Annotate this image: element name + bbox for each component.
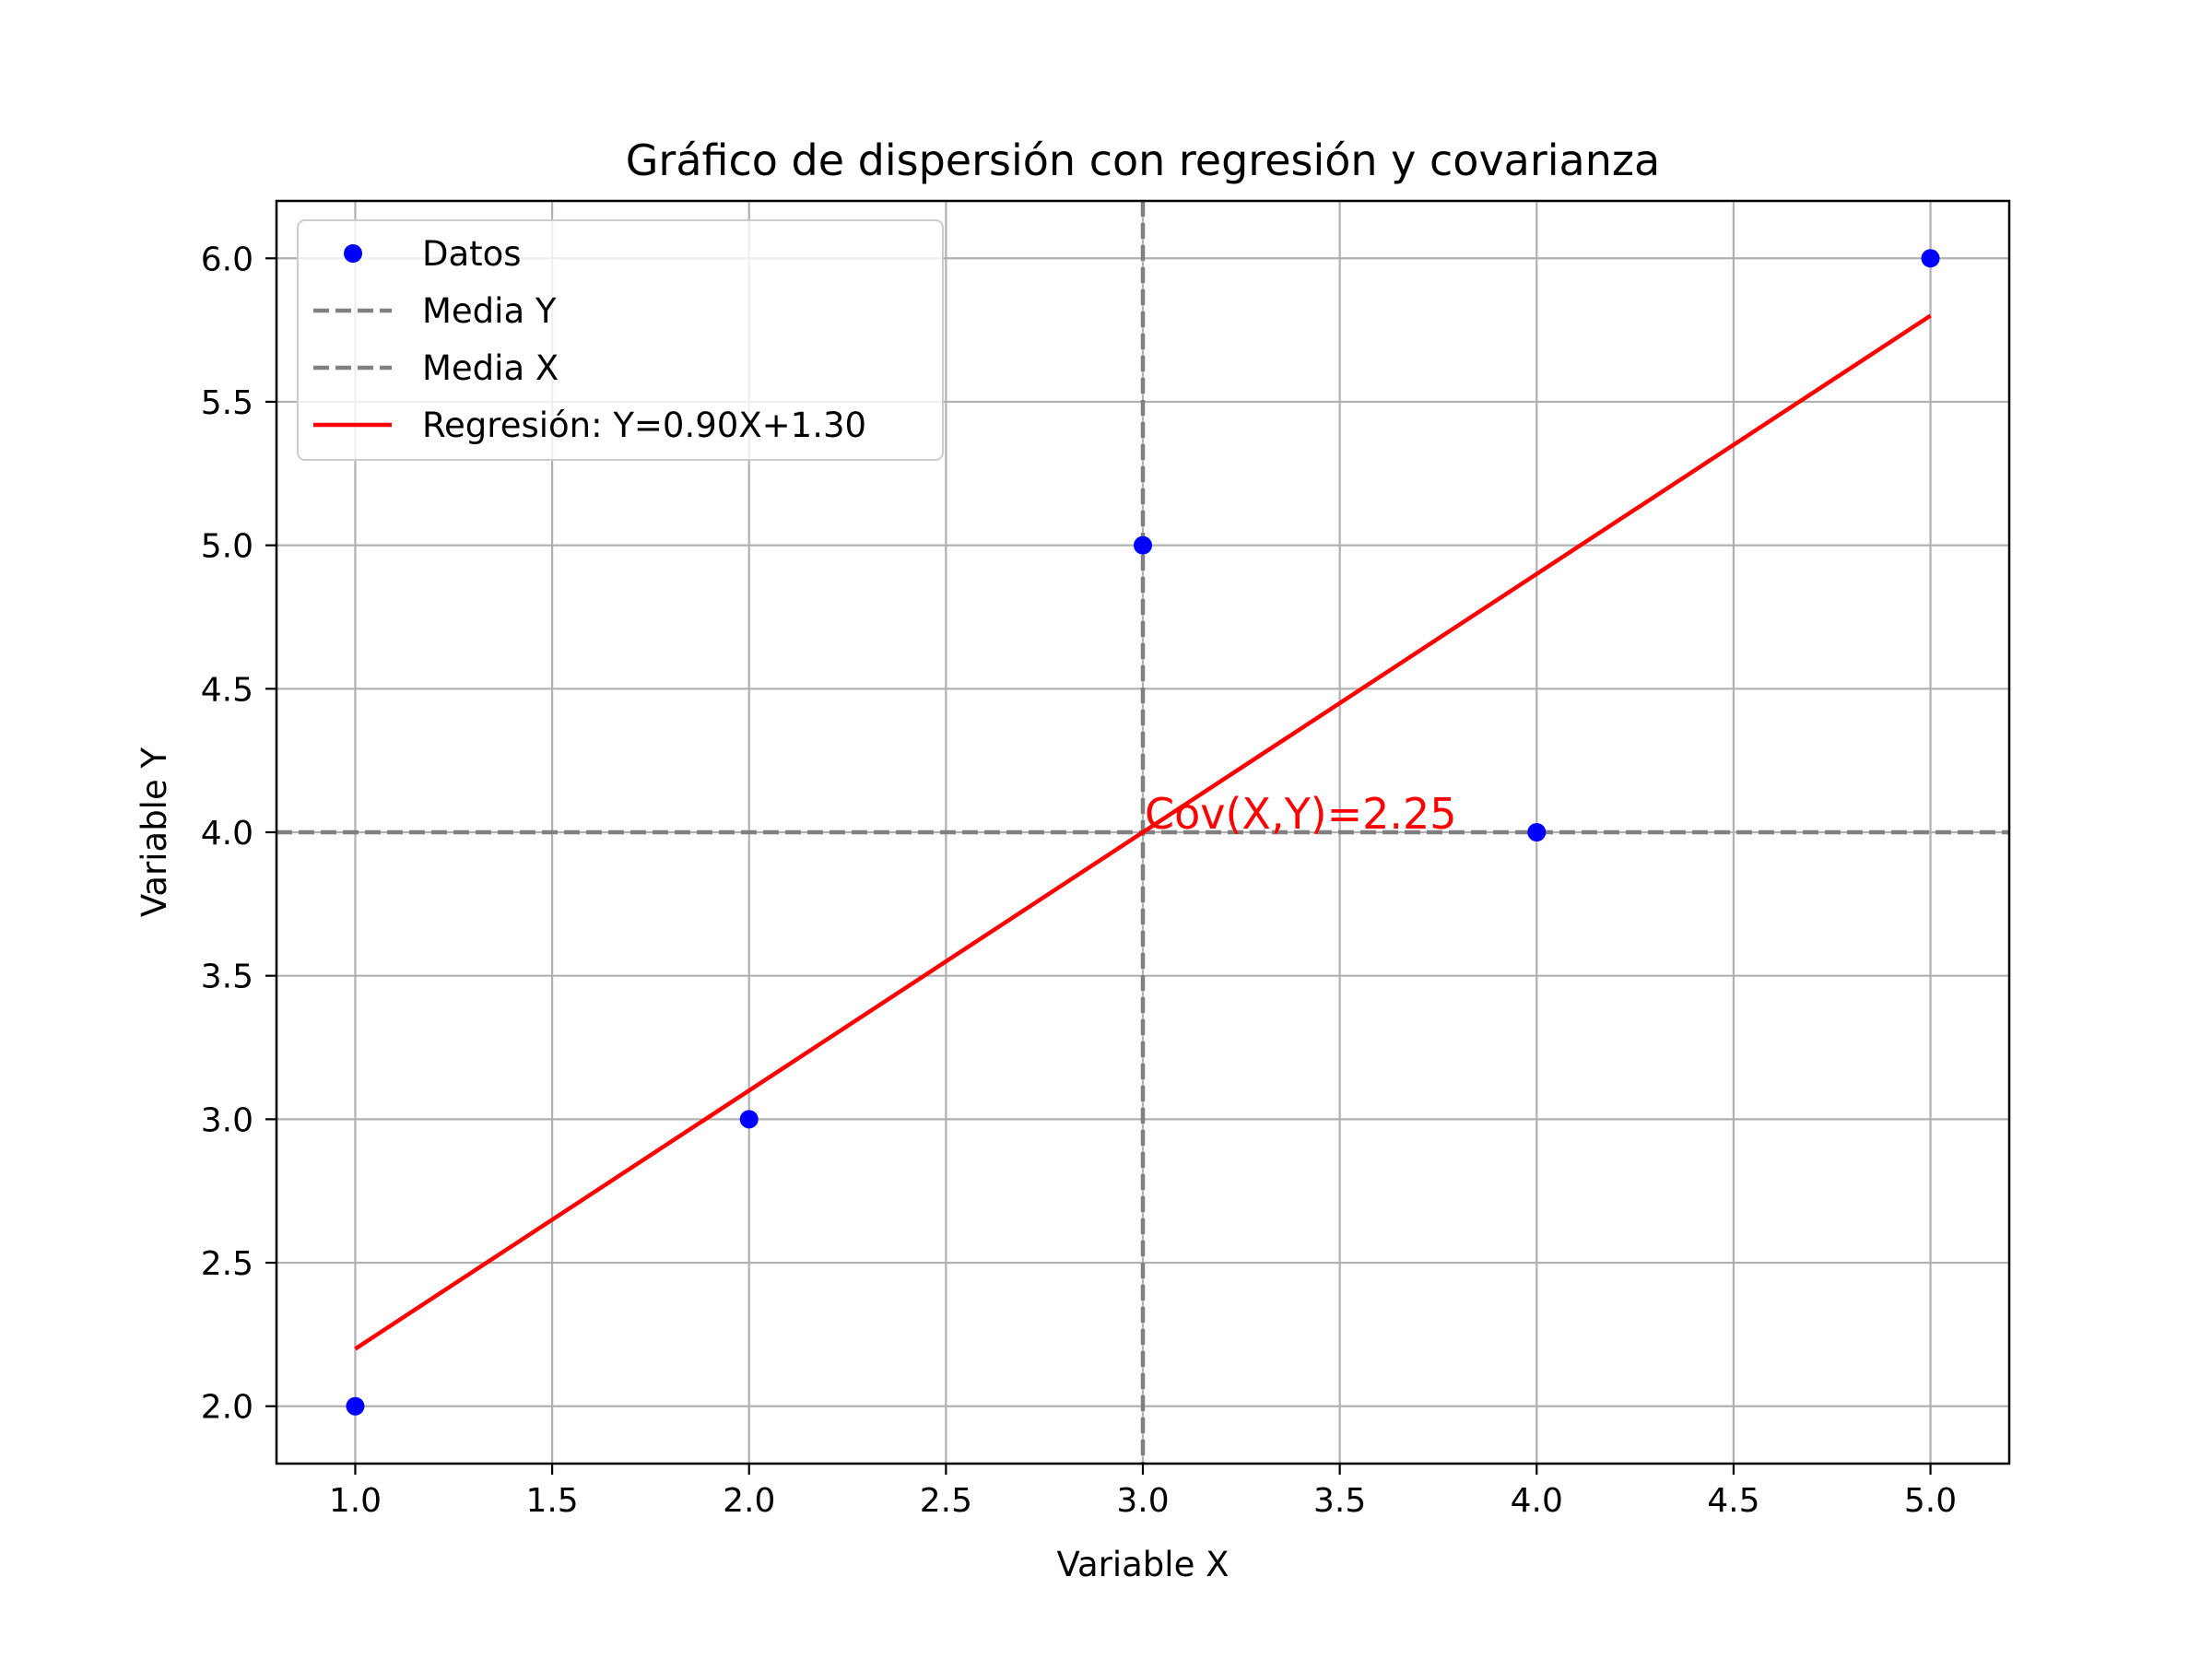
legend-box bbox=[297, 219, 944, 461]
x-tick-label: 1.5 bbox=[525, 1482, 578, 1520]
legend-label: Datos bbox=[422, 234, 522, 274]
y-tick-label: 4.0 bbox=[201, 815, 253, 853]
chart-title: Gráfico de dispersión con regresión y co… bbox=[626, 135, 1660, 185]
legend-label: Regresión: Y=0.90X+1.30 bbox=[422, 406, 866, 445]
x-tick-label: 3.0 bbox=[1116, 1482, 1169, 1520]
x-tick-label: 2.0 bbox=[723, 1482, 775, 1520]
y-tick-label: 2.0 bbox=[201, 1389, 253, 1427]
y-tick-label: 2.5 bbox=[201, 1245, 253, 1283]
x-tick-label: 4.5 bbox=[1707, 1482, 1759, 1520]
legend-marker-datos bbox=[344, 244, 362, 263]
y-tick-label: 3.0 bbox=[201, 1101, 253, 1139]
x-tick-label: 5.0 bbox=[1904, 1482, 1957, 1520]
legend-label: Media X bbox=[422, 348, 559, 388]
covariance-annotation: Cov(X,Y)=2.25 bbox=[1145, 789, 1457, 839]
legend-label: Media Y bbox=[422, 291, 557, 331]
y-tick-label: 6.0 bbox=[201, 241, 253, 278]
annotations: Cov(X,Y)=2.25 bbox=[1145, 789, 1457, 839]
y-axis: 2.0 2.5 3.0 3.5 4.0 4.5 5.0 5.5 6.0 bbox=[201, 241, 276, 1427]
plot-series bbox=[346, 249, 1940, 1416]
y-axis-label: Variable Y bbox=[135, 747, 174, 918]
y-tick-label: 5.5 bbox=[201, 384, 253, 422]
data-point bbox=[739, 1110, 759, 1129]
x-tick-label: 4.0 bbox=[1511, 1482, 1563, 1520]
x-axis: 1.0 1.5 2.0 2.5 3.0 3.5 4.0 4.5 5.0 bbox=[329, 1464, 1957, 1520]
y-tick-label: 3.5 bbox=[201, 959, 253, 996]
x-tick-label: 3.5 bbox=[1313, 1482, 1366, 1520]
y-tick-label: 5.0 bbox=[201, 528, 253, 566]
data-point bbox=[346, 1396, 365, 1416]
data-point bbox=[1527, 823, 1547, 841]
x-axis-label: Variable X bbox=[1057, 1545, 1230, 1584]
x-tick-label: 1.0 bbox=[329, 1482, 382, 1520]
data-point bbox=[1921, 249, 1940, 268]
legend: Datos Media Y Media X Regresión: Y=0.90X+1.… bbox=[297, 219, 944, 461]
y-tick-label: 4.5 bbox=[201, 671, 253, 709]
regression-line bbox=[354, 313, 1932, 1351]
data-point bbox=[1134, 535, 1152, 555]
x-tick-label: 2.5 bbox=[920, 1482, 972, 1520]
